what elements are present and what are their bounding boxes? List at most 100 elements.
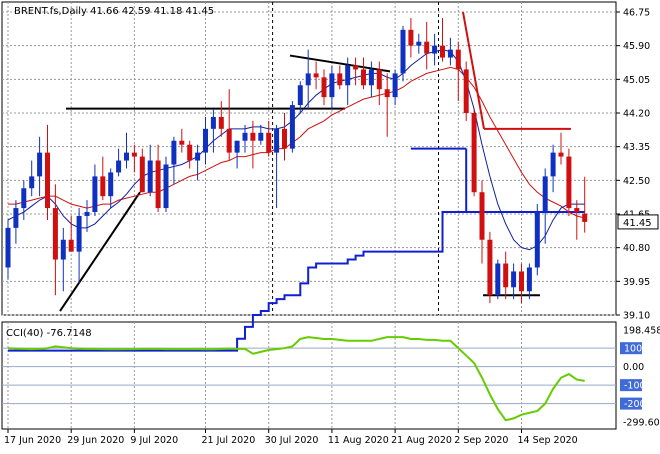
candle-body [13, 208, 19, 228]
cci-tick-label: 100 [624, 344, 642, 355]
candle-body [408, 29, 414, 46]
candle-body [479, 192, 485, 240]
price-tick-label: 45.05 [623, 75, 650, 86]
candle-body [337, 73, 343, 86]
indicator-lines [7, 49, 585, 352]
candle-body [384, 89, 390, 98]
axes: 46.7545.9045.0544.2043.3542.5041.6540.80… [4, 8, 660, 447]
trend-line [59, 191, 141, 312]
cci-tick-label: -299.603 [623, 418, 660, 429]
time-tick-label: 14 Sep 2020 [518, 435, 578, 446]
candle-body [447, 49, 453, 58]
candle-body [60, 239, 66, 260]
candle-body [218, 116, 224, 129]
annotation-lines [59, 11, 571, 312]
cci-line [7, 336, 585, 422]
candle-body [534, 212, 540, 268]
candle-body [526, 267, 532, 292]
candles [5, 17, 588, 304]
price-tick-label: 45.90 [623, 41, 650, 52]
candle-body [234, 140, 240, 153]
candle-body [171, 140, 177, 165]
candle-body [52, 208, 58, 260]
candle-body [542, 176, 548, 213]
candle-body [37, 152, 43, 177]
cci-level-badge [620, 397, 642, 410]
current-price-label: 41.45 [623, 218, 652, 229]
candle-body [297, 85, 303, 106]
price-tick-label: 42.50 [623, 176, 650, 187]
cci-level-badge [620, 379, 642, 392]
candle-body [131, 152, 137, 157]
current-price-box [617, 214, 659, 230]
red-stop-line [462, 11, 485, 130]
candle-body [226, 128, 232, 153]
candle-body [108, 172, 114, 197]
candle-body [195, 152, 201, 161]
candle-body [139, 156, 145, 193]
cci-pane [1, 321, 617, 430]
candle-body [487, 239, 493, 296]
candle-body [313, 73, 319, 78]
candle-body [574, 208, 580, 213]
candle-body [155, 160, 161, 209]
candle-body [116, 160, 122, 173]
candle-body [582, 213, 588, 222]
resistance-line [289, 54, 391, 73]
candle-body [455, 49, 461, 70]
candle-body [519, 271, 524, 292]
moving-average-blue [7, 49, 585, 251]
candle-body [21, 188, 27, 209]
candle-body [266, 132, 272, 153]
price-tick-label: 40.80 [623, 243, 650, 254]
time-tick-label: 17 Jun 2020 [4, 435, 61, 446]
time-tick-label: 9 Jul 2020 [130, 435, 178, 446]
candle-body [305, 73, 311, 86]
candle-body [503, 263, 509, 288]
candle-body [550, 152, 556, 177]
candle-body [76, 215, 82, 252]
candle-body [424, 41, 430, 54]
candle-body [392, 73, 398, 98]
candle-body [376, 69, 382, 90]
candle-body [250, 132, 256, 141]
candle-body [345, 65, 351, 86]
moving-average-red [8, 66, 585, 219]
candle-body [210, 116, 216, 129]
candle-body [282, 128, 287, 149]
price-tick-label: 39.95 [623, 277, 650, 288]
candle-body [92, 176, 98, 213]
candle-body [463, 69, 469, 113]
time-tick-label: 11 Aug 2020 [328, 435, 389, 446]
cci-tick-label: -100 [624, 381, 646, 392]
candle-body [400, 29, 406, 74]
candle-body [68, 239, 74, 252]
candle-body [124, 152, 129, 161]
candle-body [258, 132, 264, 141]
candle-body [416, 41, 422, 46]
cci-indicator [7, 336, 585, 422]
chart-title: BRENT.fs,Daily 41.66 42.59 41.18 41.45 [14, 6, 214, 17]
cci-tick-label: -200 [624, 399, 646, 410]
time-tick-label: 2 Sep 2020 [454, 435, 508, 446]
stepped-trailing-line [8, 211, 585, 352]
candle-body [353, 65, 359, 70]
candle-body [432, 45, 438, 54]
time-tick-label: 21 Jul 2020 [202, 435, 256, 446]
price-tick-label: 44.20 [623, 109, 650, 120]
candle-body [187, 144, 193, 161]
candle-body [511, 271, 517, 288]
time-tick-label: 30 Jul 2020 [265, 435, 319, 446]
candle-body [203, 128, 208, 153]
candle-body [84, 212, 90, 216]
candle-body [329, 73, 335, 98]
candle-body [5, 227, 11, 268]
candle-body [471, 113, 477, 193]
time-tick-label: 29 Jun 2020 [67, 435, 124, 446]
candle-body [179, 140, 185, 145]
candle-body [440, 45, 445, 58]
candle-body [29, 176, 35, 189]
price-tick-label: 43.35 [623, 142, 650, 153]
cci-label: CCI(40) -76.7148 [6, 328, 92, 339]
